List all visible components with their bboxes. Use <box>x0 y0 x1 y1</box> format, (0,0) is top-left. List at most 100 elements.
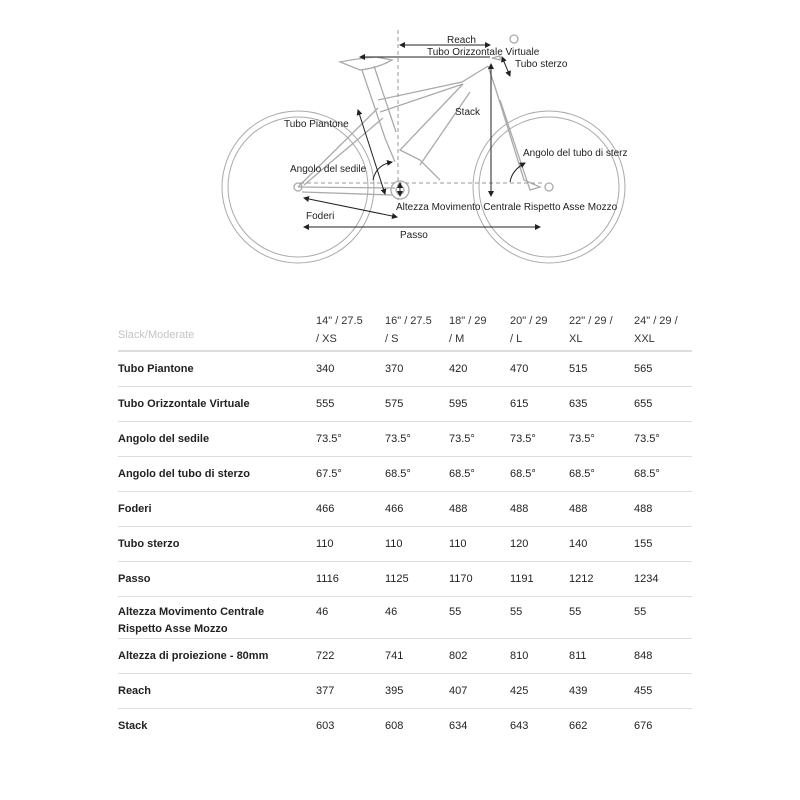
table-row: Tubo Piantone 340 370 420 470 515 565 <box>118 351 692 387</box>
table-cell: 565 <box>634 351 692 387</box>
table-cell: 55 <box>569 596 634 639</box>
table-cell: 603 <box>316 719 335 732</box>
column-header: 20" / 29/ L <box>510 300 569 352</box>
table-cell: 46 <box>385 596 449 639</box>
table-corner-label: Slack/Moderate <box>118 300 316 352</box>
column-header: 18" / 29/ M <box>449 300 510 352</box>
table-cell: 634 <box>449 719 468 732</box>
table-cell: 55 <box>449 596 510 639</box>
table-cell: 1170 <box>449 561 510 597</box>
table-row: Stack 603 608 634 643 662 676 <box>118 708 692 743</box>
table-cell: 155 <box>634 526 692 562</box>
table-cell: 46 <box>316 596 385 639</box>
table-cell: 55 <box>634 596 692 639</box>
row-label: Altezza Movimento Centrale Rispetto Asse … <box>118 596 316 639</box>
column-header: 16" / 27.5/ S <box>385 300 449 352</box>
table-cell: 595 <box>449 386 510 422</box>
table-row: Tubo Orizzontale Virtuale 555 575 595 615 635… <box>118 386 692 422</box>
label-stack: Stack <box>455 107 481 118</box>
label-reach: Reach <box>447 35 476 46</box>
row-label: Reach <box>118 673 316 709</box>
table-cell: 395 <box>385 673 449 709</box>
label-top-tube: Tubo Orizzontale Virtuale <box>427 47 540 58</box>
label-seat-tube: Tubo Piantone <box>284 119 349 130</box>
table-cell: 470 <box>510 351 569 387</box>
reference-lines <box>300 30 545 200</box>
table-cell: 68.5° <box>385 456 449 492</box>
table-row: Foderi 466 466 488 488 488 488 <box>118 491 692 527</box>
label-head-tube: Tubo sterzo <box>515 59 568 70</box>
table-cell: 488 <box>634 491 692 527</box>
row-label: Altezza di proiezione - 80mm <box>118 638 316 674</box>
table-cell: 466 <box>316 491 385 527</box>
table-cell: 741 <box>385 638 449 674</box>
table-cell: 488 <box>569 491 634 527</box>
table-cell: 655 <box>634 386 692 422</box>
table-cell: 377 <box>316 673 385 709</box>
table-cell: 68.5° <box>634 456 692 492</box>
table-cell: 73.5° <box>316 421 385 457</box>
table-cell: 73.5° <box>634 421 692 457</box>
label-bb-drop: Altezza Movimento Centrale Rispetto Asse… <box>396 202 618 213</box>
table-cell: 1191 <box>510 561 569 597</box>
label-seat-angle: Angolo del sedile <box>290 164 367 175</box>
row-label: Tubo sterzo <box>118 526 316 562</box>
table-cell: 1125 <box>385 561 449 597</box>
table-cell: 420 <box>449 351 510 387</box>
table-header-row: Slack/Moderate 14" / 27.5/ XS 16" / 27.5… <box>118 300 692 352</box>
table-cell: 140 <box>569 526 634 562</box>
table-cell: 811 <box>569 638 634 674</box>
table-row: Reach 377 395 407 425 439 455 <box>118 673 692 709</box>
table-cell: 608 <box>385 719 404 732</box>
table-row: Altezza di proiezione - 80mm 722 741 802 810… <box>118 638 692 674</box>
table-cell: 802 <box>449 638 510 674</box>
table-cell: 425 <box>510 673 569 709</box>
column-header: 14" / 27.5/ XS <box>316 300 385 352</box>
row-label: Tubo Orizzontale Virtuale <box>118 386 316 422</box>
table-cell: 488 <box>449 491 510 527</box>
table-row: Tubo sterzo 110 110 110 120 140 155 <box>118 526 692 562</box>
front-wheel <box>472 110 626 264</box>
column-header: 22" / 29 /XL <box>569 300 634 352</box>
table-cell: 67.5° <box>316 456 385 492</box>
row-label: Angolo del sedile <box>118 421 316 457</box>
table-cell: 1212 <box>569 561 634 597</box>
table-row: Angolo del sedile 73.5° 73.5° 73.5° 73.5° 73.… <box>118 421 692 457</box>
table-cell: 555 <box>316 386 385 422</box>
table-cell: 110 <box>316 526 385 562</box>
table-cell: 676 <box>634 719 653 732</box>
label-head-angle: Angolo del tubo di sterz <box>523 148 628 159</box>
row-label: Stack <box>118 719 148 732</box>
row-label: Foderi <box>118 491 316 527</box>
table-row: Angolo del tubo di sterzo 67.5° 68.5° 68.5°… <box>118 456 692 492</box>
table-row: Passo 1116 1125 1170 1191 1212 1234 <box>118 561 692 597</box>
table-cell: 466 <box>385 491 449 527</box>
row-label: Angolo del tubo di sterzo <box>118 456 316 492</box>
table-cell: 635 <box>569 386 634 422</box>
row-label: Passo <box>118 561 316 597</box>
column-header: 24" / 29 /XXL <box>634 300 692 352</box>
table-cell: 488 <box>510 491 569 527</box>
table-cell: 722 <box>316 638 385 674</box>
table-cell: 848 <box>634 638 692 674</box>
table-cell: 73.5° <box>569 421 634 457</box>
table-cell: 370 <box>385 351 449 387</box>
table-cell: 407 <box>449 673 510 709</box>
table-cell: 810 <box>510 638 569 674</box>
label-chainstay: Foderi <box>306 211 334 222</box>
table-cell: 1116 <box>316 561 385 597</box>
table-cell: 68.5° <box>510 456 569 492</box>
table-cell: 340 <box>316 351 385 387</box>
table-cell: 515 <box>569 351 634 387</box>
table-cell: 110 <box>385 526 449 562</box>
table-cell: 110 <box>449 526 510 562</box>
table-cell: 643 <box>510 719 529 732</box>
table-cell: 73.5° <box>449 421 510 457</box>
table-cell: 68.5° <box>569 456 634 492</box>
geometry-table: Slack/Moderate 14" / 27.5/ XS 16" / 27.5… <box>118 300 692 743</box>
table-cell: 575 <box>385 386 449 422</box>
table-cell: 120 <box>510 526 569 562</box>
table-cell: 73.5° <box>385 421 449 457</box>
table-cell: 68.5° <box>449 456 510 492</box>
table-row: Altezza Movimento Centrale Rispetto Asse … <box>118 596 692 639</box>
